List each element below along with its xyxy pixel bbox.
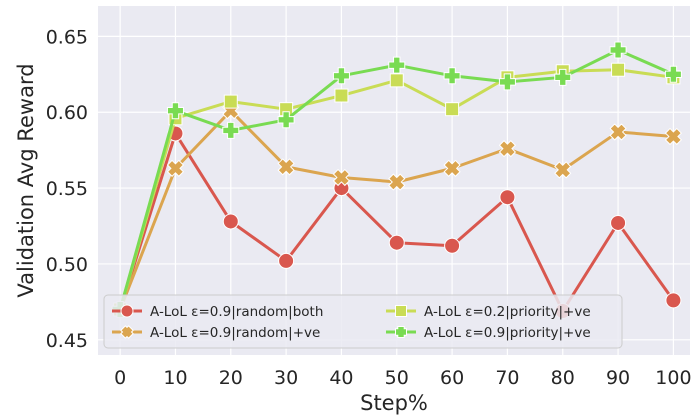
legend-label: A-LoL ε=0.9|random|both xyxy=(150,304,323,320)
y-tick-label: 0.60 xyxy=(46,102,88,124)
x-axis-title: Step% xyxy=(360,391,428,415)
legend-marker xyxy=(120,304,134,318)
y-tick-label: 0.45 xyxy=(46,330,88,352)
legend-label: A-LoL ε=0.2|priority|+ve xyxy=(424,304,591,320)
data-point xyxy=(499,189,516,206)
data-point xyxy=(277,158,295,176)
x-tick-label: 50 xyxy=(385,367,409,389)
data-point xyxy=(609,123,627,141)
x-tick-label: 30 xyxy=(274,367,298,389)
x-tick-label: 70 xyxy=(495,367,519,389)
data-point xyxy=(498,140,517,158)
data-point xyxy=(554,161,572,179)
legend-item: A-LoL ε=0.9|random|+ve xyxy=(112,325,320,341)
data-point xyxy=(395,305,407,317)
data-point xyxy=(222,121,240,139)
data-point xyxy=(278,252,295,269)
data-point xyxy=(444,237,461,254)
legend-item: A-LoL ε=0.2|priority|+ve xyxy=(386,304,591,320)
data-point xyxy=(277,111,295,129)
x-tick-label: 40 xyxy=(329,367,353,389)
x-tick-label: 100 xyxy=(655,367,691,389)
legend-label: A-LoL ε=0.9|random|+ve xyxy=(150,325,320,341)
x-tick-label: 10 xyxy=(163,367,187,389)
data-point xyxy=(389,73,404,88)
data-point xyxy=(388,173,406,191)
y-tick-labels: 0.45 0.50 0.55 0.60 0.65 xyxy=(46,26,88,351)
x-tick-label: 20 xyxy=(219,367,243,389)
data-point xyxy=(388,56,406,74)
x-tick-labels: 0 10 20 30 40 50 60 70 80 90 100 xyxy=(114,367,691,389)
data-point xyxy=(166,159,185,177)
data-point xyxy=(443,159,461,177)
legend-label: A-LoL ε=0.9|priority|+ve xyxy=(424,325,591,341)
x-tick-label: 80 xyxy=(551,367,575,389)
data-point xyxy=(611,62,626,77)
y-axis-title: Validation Avg Reward xyxy=(14,63,38,297)
legend-item: A-LoL ε=0.9|priority|+ve xyxy=(386,325,591,341)
data-point xyxy=(334,88,349,103)
legend-item: A-LoL ε=0.9|random|both xyxy=(112,304,323,320)
data-point xyxy=(498,73,516,91)
legend-box xyxy=(103,294,623,349)
data-point xyxy=(332,168,351,187)
data-point xyxy=(664,127,683,146)
data-point xyxy=(395,326,407,338)
data-point xyxy=(665,292,682,309)
data-point xyxy=(554,68,572,86)
data-point xyxy=(609,41,627,59)
x-tick-label: 0 xyxy=(114,367,126,389)
data-point xyxy=(610,214,627,231)
data-point xyxy=(445,102,460,117)
x-tick-label: 90 xyxy=(606,367,630,389)
data-point xyxy=(222,213,239,230)
y-tick-label: 0.65 xyxy=(46,26,88,48)
data-point xyxy=(223,94,238,109)
legend: A-LoL ε=0.9|random|both A-LoL ε=0.9|rando… xyxy=(103,294,623,349)
x-tick-label: 60 xyxy=(440,367,464,389)
y-tick-label: 0.55 xyxy=(46,178,88,200)
data-point xyxy=(332,67,350,85)
data-point xyxy=(388,234,405,251)
data-point xyxy=(443,67,461,85)
y-tick-label: 0.50 xyxy=(46,254,88,276)
data-point xyxy=(120,325,134,339)
data-point xyxy=(166,102,184,120)
data-point xyxy=(664,65,682,83)
